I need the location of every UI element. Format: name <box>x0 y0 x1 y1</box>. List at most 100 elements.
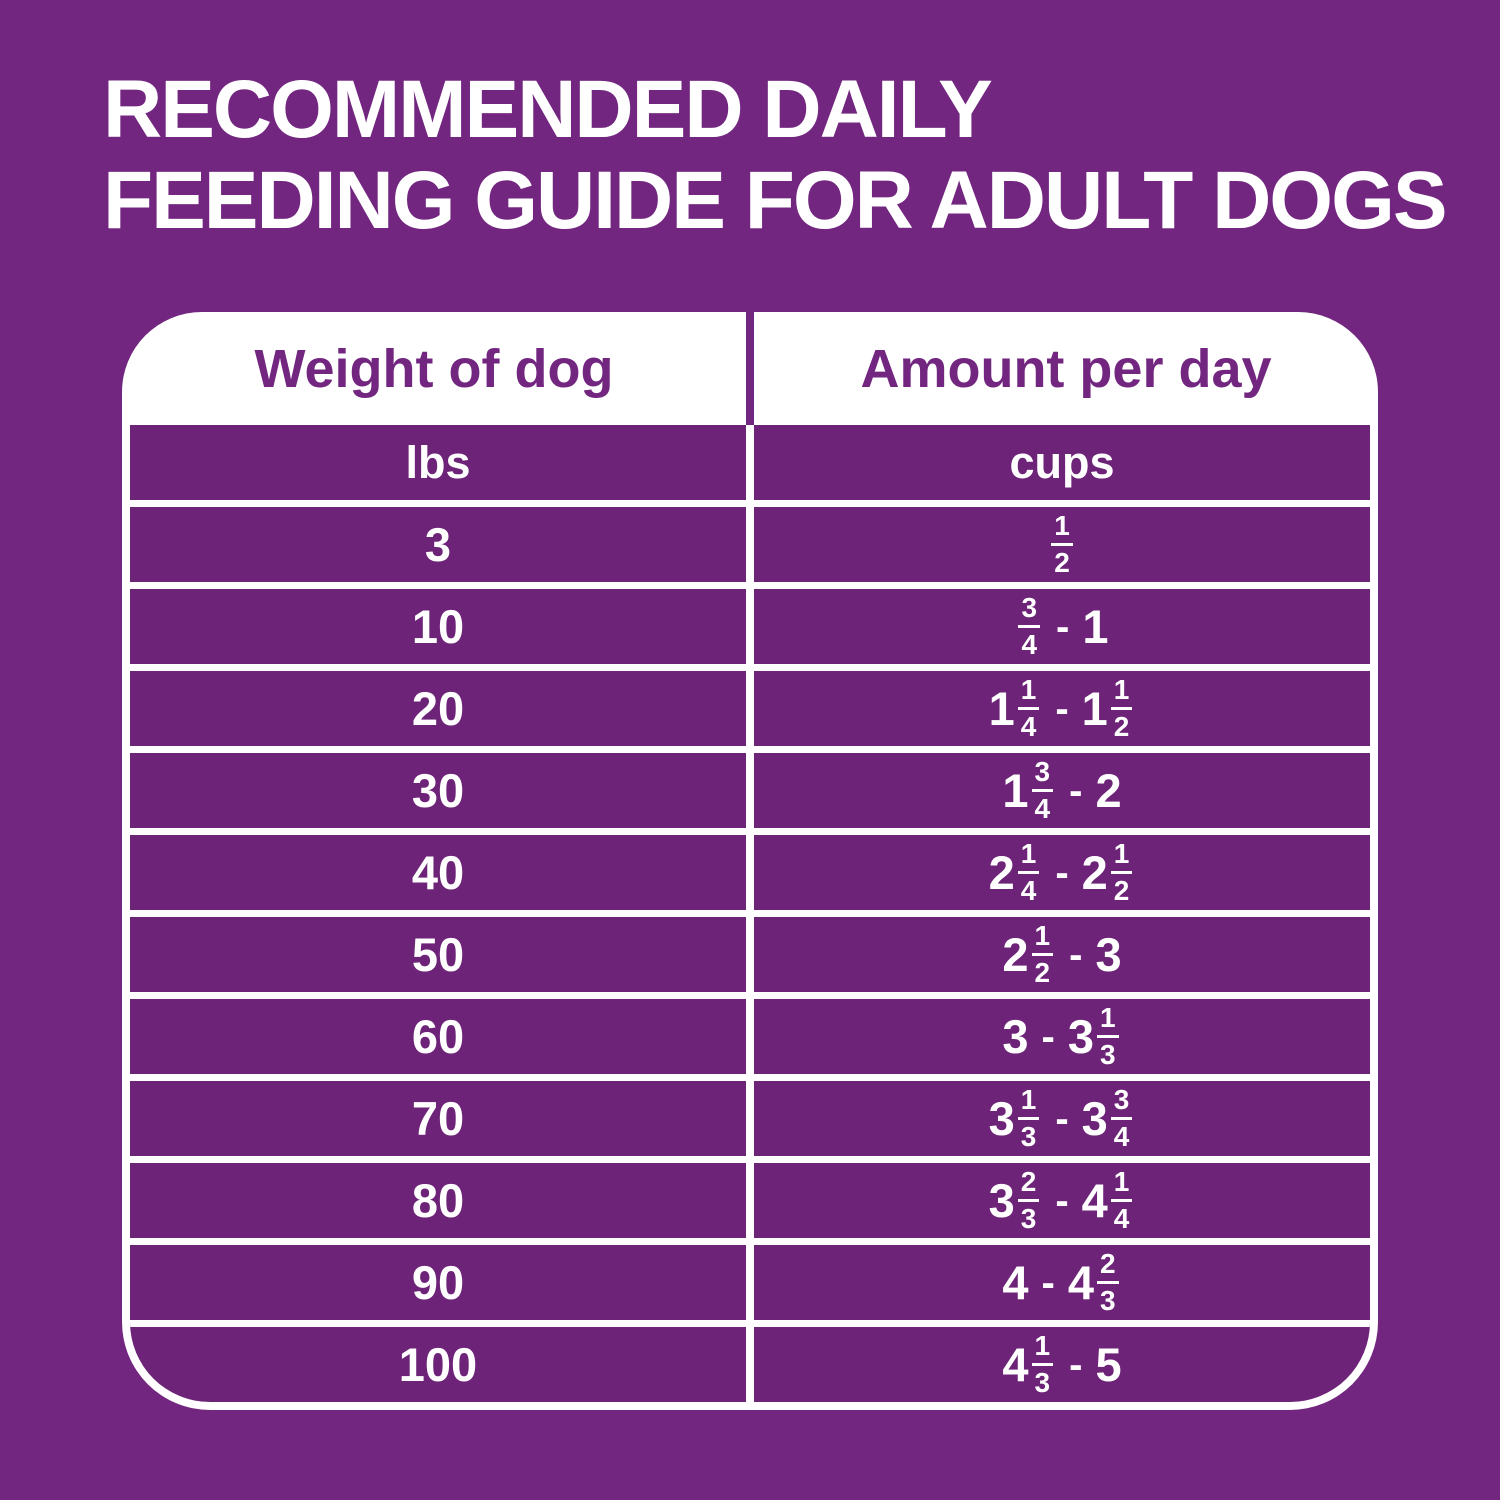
whole-number: 4 <box>1002 1256 1029 1309</box>
fraction-denominator: 3 <box>1100 1039 1116 1070</box>
weight-value: 90 <box>411 1256 465 1309</box>
fraction-numerator: 1 <box>1110 840 1133 874</box>
amount-part: 1 <box>1082 603 1108 650</box>
whole-number: 4 <box>1002 1338 1029 1391</box>
range-separator: - <box>1069 932 1083 977</box>
column-divider <box>746 999 754 1074</box>
fraction-numerator: 1 <box>1017 1086 1040 1120</box>
page-title-line2: FEEDING GUIDE FOR ADULT DOGS <box>103 155 1448 246</box>
table-row: 60 3-3 1 3 <box>130 992 1370 1074</box>
range-separator: - <box>1055 686 1069 731</box>
whole-number: 2 <box>1095 764 1122 817</box>
column-divider <box>746 507 754 582</box>
range-separator: - <box>1069 768 1083 813</box>
fraction-denominator: 4 <box>1034 793 1051 824</box>
weight-value: 50 <box>411 928 465 981</box>
range-separator: - <box>1069 1342 1083 1387</box>
whole-number: 2 <box>1002 928 1029 981</box>
fraction-denominator: 4 <box>1113 1203 1130 1234</box>
fraction-numerator: 1 <box>1031 922 1054 956</box>
whole-number: 5 <box>1095 1338 1122 1391</box>
table-row: 10 3 4-1 <box>130 582 1370 664</box>
whole-number: 4 <box>1081 1174 1108 1227</box>
whole-number: 1 <box>1082 600 1109 653</box>
whole-number: 1 <box>1081 682 1108 735</box>
range-separator: - <box>1056 604 1070 649</box>
fraction-numerator: 2 <box>1097 1250 1119 1284</box>
amount-part: 3 <box>1002 1013 1028 1060</box>
column-divider <box>746 835 754 910</box>
fraction-numerator: 2 <box>1017 1168 1040 1202</box>
table-row: 40 2 1 4-2 1 2 <box>130 828 1370 910</box>
column-divider <box>746 1081 754 1156</box>
amount-part: 5 <box>1095 1341 1121 1388</box>
whole-number: 4 <box>1067 1256 1095 1309</box>
fraction-denominator: 3 <box>1034 1367 1051 1398</box>
unit-label-amount: cups <box>1009 436 1115 488</box>
whole-number: 2 <box>1081 846 1108 899</box>
fraction-denominator: 4 <box>1113 1121 1130 1152</box>
table-row: 70 3 1 3-3 3 4 <box>130 1074 1370 1156</box>
header-column-divider <box>746 312 754 425</box>
whole-number: 3 <box>1067 1010 1095 1063</box>
fraction-numerator: 3 <box>1110 1086 1133 1120</box>
column-divider <box>746 1163 754 1238</box>
whole-number: 3 <box>988 1174 1015 1227</box>
whole-number: 3 <box>1002 1010 1029 1063</box>
fraction-denominator: 3 <box>1020 1203 1037 1234</box>
table-row: 50 2 1 2-3 <box>130 910 1370 992</box>
amount-part: 3 <box>1095 931 1121 978</box>
column-divider <box>746 753 754 828</box>
table-row: 20 1 1 4-1 1 2 <box>130 664 1370 746</box>
weight-value: 70 <box>411 1092 465 1145</box>
table-row: 30 1 3 4-2 <box>130 746 1370 828</box>
table-row-units: lbs cups <box>130 425 1370 500</box>
whole-number: 1 <box>1002 764 1029 817</box>
column-divider <box>746 589 754 664</box>
weight-value: 30 <box>411 764 465 817</box>
fraction-numerator: 1 <box>1110 1168 1133 1202</box>
weight-value: 100 <box>398 1338 478 1391</box>
fraction-numerator: 1 <box>1097 1004 1119 1038</box>
range-separator: - <box>1041 1014 1055 1059</box>
column-divider <box>746 1327 754 1402</box>
column-divider <box>746 1245 754 1320</box>
whole-number: 3 <box>1081 1092 1108 1145</box>
fraction-denominator: 2 <box>1113 711 1130 742</box>
